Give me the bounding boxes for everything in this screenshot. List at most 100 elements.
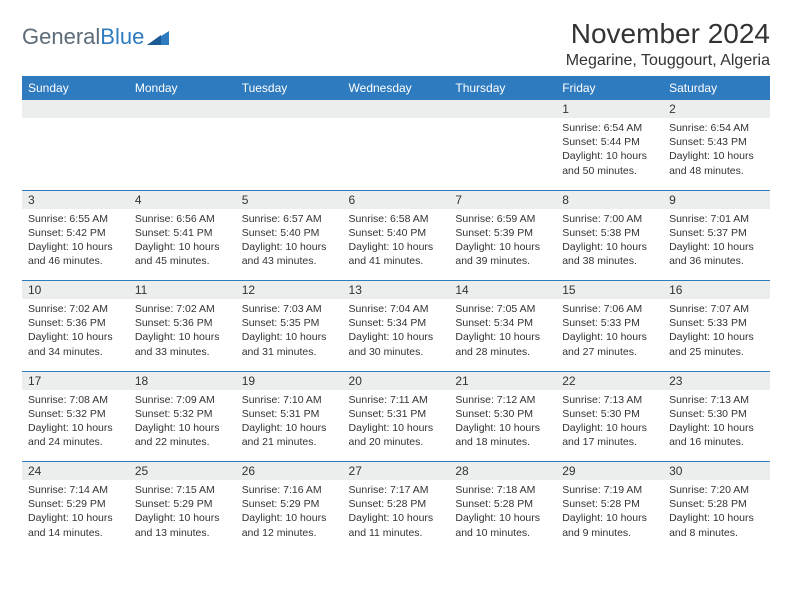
daynum-row: 3456789	[22, 190, 770, 209]
daylight: Daylight: 10 hours and 50 minutes.	[562, 149, 657, 177]
day-cell: Sunrise: 7:09 AMSunset: 5:32 PMDaylight:…	[129, 390, 236, 462]
day-number: 30	[663, 462, 770, 480]
day-number: 18	[129, 372, 236, 390]
day-content: Sunrise: 6:58 AMSunset: 5:40 PMDaylight:…	[343, 209, 450, 272]
day-number: 26	[236, 462, 343, 480]
day-cell: Sunrise: 7:10 AMSunset: 5:31 PMDaylight:…	[236, 390, 343, 462]
day-content: Sunrise: 6:54 AMSunset: 5:43 PMDaylight:…	[663, 118, 770, 181]
daylight: Daylight: 10 hours and 27 minutes.	[562, 330, 657, 358]
daylight: Daylight: 10 hours and 17 minutes.	[562, 421, 657, 449]
sunset: Sunset: 5:29 PM	[242, 497, 337, 511]
day-cell: Sunrise: 7:07 AMSunset: 5:33 PMDaylight:…	[663, 299, 770, 371]
day-content: Sunrise: 7:02 AMSunset: 5:36 PMDaylight:…	[129, 299, 236, 362]
daynum-cell: 14	[449, 281, 556, 300]
sunrise: Sunrise: 6:58 AM	[349, 212, 444, 226]
day-cell: Sunrise: 6:56 AMSunset: 5:41 PMDaylight:…	[129, 209, 236, 281]
day-cell: Sunrise: 6:54 AMSunset: 5:44 PMDaylight:…	[556, 118, 663, 190]
day-number: 8	[556, 191, 663, 209]
day-content: Sunrise: 7:04 AMSunset: 5:34 PMDaylight:…	[343, 299, 450, 362]
daynum-cell: 24	[22, 462, 129, 481]
daynum-cell: 16	[663, 281, 770, 300]
weekday-header: Wednesday	[343, 76, 450, 100]
sunset: Sunset: 5:37 PM	[669, 226, 764, 240]
day-number: 29	[556, 462, 663, 480]
day-cell: Sunrise: 7:08 AMSunset: 5:32 PMDaylight:…	[22, 390, 129, 462]
daylight: Daylight: 10 hours and 31 minutes.	[242, 330, 337, 358]
day-number	[343, 100, 450, 118]
day-content: Sunrise: 7:15 AMSunset: 5:29 PMDaylight:…	[129, 480, 236, 543]
sunrise: Sunrise: 6:54 AM	[669, 121, 764, 135]
day-number: 7	[449, 191, 556, 209]
sunset: Sunset: 5:29 PM	[28, 497, 123, 511]
day-content: Sunrise: 6:54 AMSunset: 5:44 PMDaylight:…	[556, 118, 663, 181]
sunset: Sunset: 5:28 PM	[562, 497, 657, 511]
day-cell: Sunrise: 6:59 AMSunset: 5:39 PMDaylight:…	[449, 209, 556, 281]
daynum-cell: 5	[236, 190, 343, 209]
day-number: 17	[22, 372, 129, 390]
sunrise: Sunrise: 7:14 AM	[28, 483, 123, 497]
day-cell: Sunrise: 7:17 AMSunset: 5:28 PMDaylight:…	[343, 480, 450, 552]
week-row: Sunrise: 7:14 AMSunset: 5:29 PMDaylight:…	[22, 480, 770, 552]
week-row: Sunrise: 6:54 AMSunset: 5:44 PMDaylight:…	[22, 118, 770, 190]
daynum-cell: 29	[556, 462, 663, 481]
day-number: 16	[663, 281, 770, 299]
daylight: Daylight: 10 hours and 36 minutes.	[669, 240, 764, 268]
location: Megarine, Touggourt, Algeria	[566, 52, 770, 70]
day-cell: Sunrise: 7:02 AMSunset: 5:36 PMDaylight:…	[22, 299, 129, 371]
sunrise: Sunrise: 7:16 AM	[242, 483, 337, 497]
week-row: Sunrise: 7:08 AMSunset: 5:32 PMDaylight:…	[22, 390, 770, 462]
day-content: Sunrise: 7:13 AMSunset: 5:30 PMDaylight:…	[556, 390, 663, 453]
sunrise: Sunrise: 6:55 AM	[28, 212, 123, 226]
day-number	[129, 100, 236, 118]
day-number: 22	[556, 372, 663, 390]
weekday-header: Friday	[556, 76, 663, 100]
sunset: Sunset: 5:42 PM	[28, 226, 123, 240]
daynum-cell: 25	[129, 462, 236, 481]
sunrise: Sunrise: 7:00 AM	[562, 212, 657, 226]
sunset: Sunset: 5:34 PM	[455, 316, 550, 330]
week-row: Sunrise: 7:02 AMSunset: 5:36 PMDaylight:…	[22, 299, 770, 371]
day-content: Sunrise: 7:13 AMSunset: 5:30 PMDaylight:…	[663, 390, 770, 453]
daylight: Daylight: 10 hours and 9 minutes.	[562, 511, 657, 539]
daylight: Daylight: 10 hours and 33 minutes.	[135, 330, 230, 358]
day-cell	[22, 118, 129, 190]
day-cell: Sunrise: 7:13 AMSunset: 5:30 PMDaylight:…	[663, 390, 770, 462]
sunrise: Sunrise: 7:18 AM	[455, 483, 550, 497]
weekday-header: Saturday	[663, 76, 770, 100]
day-content: Sunrise: 7:10 AMSunset: 5:31 PMDaylight:…	[236, 390, 343, 453]
sunrise: Sunrise: 7:13 AM	[669, 393, 764, 407]
sunset: Sunset: 5:40 PM	[242, 226, 337, 240]
day-content: Sunrise: 7:19 AMSunset: 5:28 PMDaylight:…	[556, 480, 663, 543]
sunset: Sunset: 5:34 PM	[349, 316, 444, 330]
daylight: Daylight: 10 hours and 48 minutes.	[669, 149, 764, 177]
weekday-header-row: Sunday Monday Tuesday Wednesday Thursday…	[22, 76, 770, 100]
daynum-cell: 13	[343, 281, 450, 300]
day-content: Sunrise: 7:14 AMSunset: 5:29 PMDaylight:…	[22, 480, 129, 543]
day-content: Sunrise: 6:56 AMSunset: 5:41 PMDaylight:…	[129, 209, 236, 272]
day-content: Sunrise: 7:11 AMSunset: 5:31 PMDaylight:…	[343, 390, 450, 453]
daynum-cell: 2	[663, 100, 770, 118]
daylight: Daylight: 10 hours and 45 minutes.	[135, 240, 230, 268]
daynum-cell	[343, 100, 450, 118]
day-content: Sunrise: 7:17 AMSunset: 5:28 PMDaylight:…	[343, 480, 450, 543]
brand-part1: General	[22, 24, 100, 50]
month-title: November 2024	[566, 18, 770, 50]
day-cell: Sunrise: 6:54 AMSunset: 5:43 PMDaylight:…	[663, 118, 770, 190]
sunrise: Sunrise: 7:05 AM	[455, 302, 550, 316]
daynum-row: 17181920212223	[22, 371, 770, 390]
day-cell: Sunrise: 7:20 AMSunset: 5:28 PMDaylight:…	[663, 480, 770, 552]
day-content: Sunrise: 7:05 AMSunset: 5:34 PMDaylight:…	[449, 299, 556, 362]
sunrise: Sunrise: 7:13 AM	[562, 393, 657, 407]
daylight: Daylight: 10 hours and 13 minutes.	[135, 511, 230, 539]
day-content: Sunrise: 7:12 AMSunset: 5:30 PMDaylight:…	[449, 390, 556, 453]
day-cell	[129, 118, 236, 190]
daylight: Daylight: 10 hours and 30 minutes.	[349, 330, 444, 358]
day-content: Sunrise: 7:08 AMSunset: 5:32 PMDaylight:…	[22, 390, 129, 453]
sunset: Sunset: 5:32 PM	[28, 407, 123, 421]
daynum-cell: 6	[343, 190, 450, 209]
day-number: 19	[236, 372, 343, 390]
sunset: Sunset: 5:28 PM	[349, 497, 444, 511]
daylight: Daylight: 10 hours and 25 minutes.	[669, 330, 764, 358]
day-content: Sunrise: 7:20 AMSunset: 5:28 PMDaylight:…	[663, 480, 770, 543]
daylight: Daylight: 10 hours and 38 minutes.	[562, 240, 657, 268]
